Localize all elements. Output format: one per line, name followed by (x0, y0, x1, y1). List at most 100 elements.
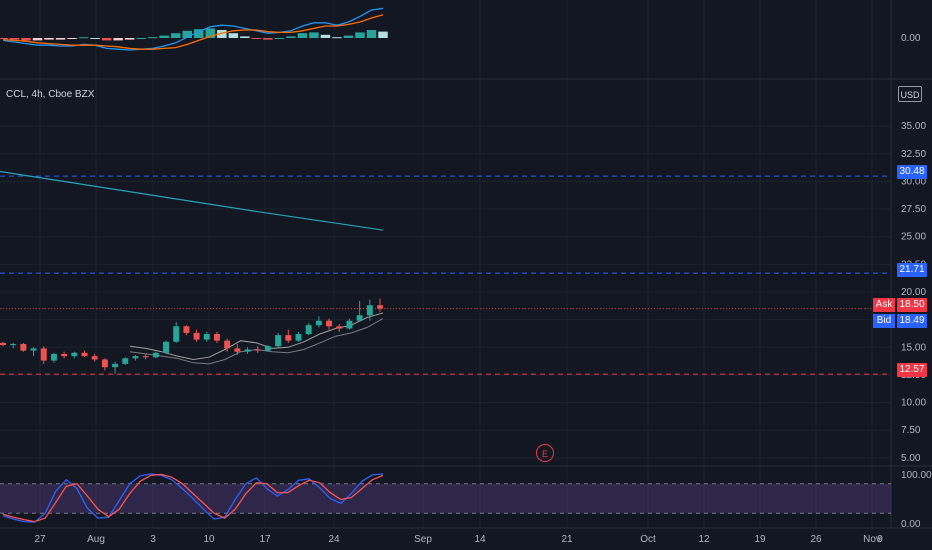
macd-histogram-bar (90, 38, 100, 39)
macd-histogram-bar (378, 31, 388, 38)
bid-label: Bid (873, 314, 895, 328)
candle-body (244, 349, 251, 352)
macd-histogram-bar (309, 32, 319, 38)
bid-price-tag: 18.49 (897, 314, 927, 328)
candle-body (10, 343, 17, 346)
price-y-tick: 20.00 (901, 287, 926, 298)
candle-body (183, 326, 190, 333)
stoch-y-tick: 0.00 (901, 519, 921, 530)
price-level-lower-tag: 12.57 (897, 363, 927, 377)
currency-badge[interactable]: USD (898, 86, 922, 102)
macd-histogram-bar (343, 35, 354, 38)
x-tick-label: Nov (863, 534, 881, 545)
x-tick-label: 3 (150, 534, 156, 545)
price-y-tick: 7.50 (901, 425, 921, 436)
macd-histogram-bar (182, 30, 192, 38)
macd-histogram-bar (0, 38, 8, 39)
price-y-tick: 15.00 (901, 342, 926, 353)
x-tick-label: Aug (87, 534, 105, 545)
candle-body (346, 320, 353, 329)
macd-histogram-bar (44, 38, 54, 40)
candle-body (50, 353, 57, 361)
symbol-label: CCL, 4h, Cboe BZX (6, 89, 95, 100)
x-tick-label: Oct (640, 534, 656, 545)
candle-body (101, 359, 108, 368)
signal-line (2, 14, 384, 50)
macd-histogram-bar (297, 33, 308, 38)
candle-body (142, 356, 149, 358)
macd-histogram-bar (263, 38, 273, 40)
macd-histogram-bar (136, 38, 146, 39)
x-tick-label: 17 (259, 534, 271, 545)
candle-body (203, 334, 210, 340)
macd-histogram-bar (67, 38, 77, 39)
macd-histogram-bar (251, 38, 262, 39)
macd-histogram-bar (205, 28, 216, 38)
x-tick-label: 9 (877, 534, 883, 545)
ma-mid-line (129, 318, 384, 365)
price-y-tick: 25.00 (901, 232, 926, 243)
macd-histogram-bar (366, 30, 377, 38)
candle-body (295, 334, 302, 341)
macd-histogram-bar (78, 37, 89, 39)
price-y-tick: 30.00 (901, 176, 926, 187)
macd-histogram-bar (286, 36, 296, 38)
macd-histogram-bar (194, 29, 204, 38)
price-level-middle-tag: 21.71 (897, 263, 927, 277)
candle-body (71, 352, 78, 357)
candle-body (315, 320, 322, 326)
candle-body (81, 352, 88, 357)
candle-body (213, 334, 220, 341)
candle-body (163, 341, 170, 353)
macd-histogram-bar (274, 38, 285, 39)
candle-body (122, 358, 129, 364)
candle-body (224, 340, 231, 349)
price-y-tick: 27.50 (901, 204, 926, 215)
macd-histogram-bar (170, 33, 181, 38)
ask-label: Ask (873, 298, 895, 312)
price-y-tick: 5.00 (901, 453, 921, 464)
x-tick-label: 21 (561, 534, 573, 545)
candle-body (377, 305, 383, 309)
macd-histogram-bar (228, 33, 239, 38)
candle-body (173, 326, 180, 342)
candle-body (152, 352, 159, 358)
candle-body (305, 325, 312, 335)
candle-body (61, 353, 68, 357)
candle-body (91, 356, 98, 360)
x-tick-label: 19 (754, 534, 766, 545)
x-tick-label: 12 (698, 534, 710, 545)
macd-line (2, 7, 384, 51)
candle-body (30, 348, 37, 351)
macd-histogram-bar (32, 38, 43, 41)
x-tick-label: 10 (203, 534, 215, 545)
macd-y-tick: 0.00 (901, 33, 921, 44)
candle-body (356, 315, 363, 321)
x-tick-label: 14 (474, 534, 486, 545)
candle-body (264, 346, 271, 351)
candle-body (254, 349, 261, 351)
macd-histogram-bar (147, 37, 158, 39)
macd-histogram-bar (159, 35, 169, 38)
x-tick-label: 26 (810, 534, 822, 545)
candle-body (336, 326, 343, 329)
ma-long-line (0, 170, 384, 231)
earnings-icon[interactable]: E (536, 444, 554, 462)
macd-histogram-bar (355, 32, 365, 38)
macd-histogram-bar (217, 30, 227, 38)
candle-body (234, 348, 241, 352)
price-y-tick: 10.00 (901, 398, 926, 409)
price-level-upper-tag: 30.48 (897, 165, 927, 179)
price-y-tick: 35.00 (901, 121, 926, 132)
stoch-d-line (2, 473, 384, 523)
candle-body (40, 348, 47, 361)
x-tick-label: Sep (414, 534, 432, 545)
candle-body (112, 363, 119, 368)
candle-body (20, 343, 27, 351)
x-tick-label: 24 (328, 534, 340, 545)
price-y-tick: 32.50 (901, 149, 926, 160)
macd-histogram-bar (101, 38, 112, 41)
x-tick-label: 27 (34, 534, 46, 545)
macd-histogram-bar (124, 38, 135, 40)
